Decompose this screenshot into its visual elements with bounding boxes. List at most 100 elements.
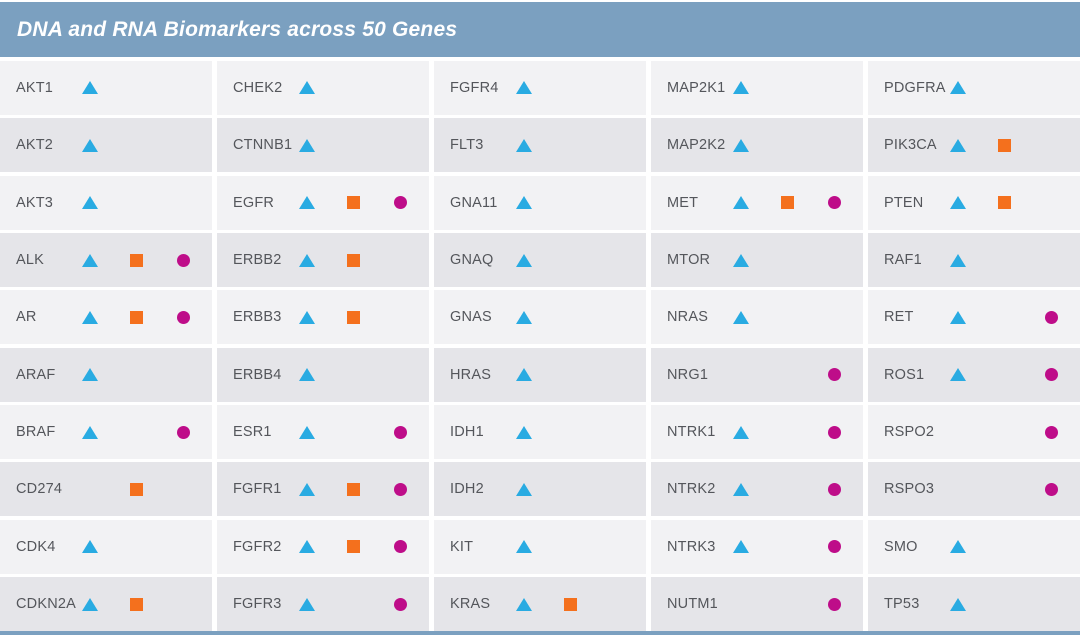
gene-label: IDH2 (450, 481, 484, 498)
gene-label: PDGFRA (884, 79, 946, 96)
triangle-icon (298, 540, 315, 554)
triangle-marker-slot (283, 368, 330, 382)
triangle-icon (949, 597, 966, 611)
circle-icon (394, 597, 407, 611)
gene-label: NTRK2 (667, 481, 716, 498)
circle-marker-slot (160, 253, 207, 267)
gene-cell-TP53: TP53 (868, 577, 1080, 632)
gene-cell-PDGFRA: PDGFRA (868, 61, 1080, 115)
circle-marker-slot (1028, 425, 1075, 439)
triangle-marker-slot (500, 310, 547, 324)
triangle-marker-slot (717, 196, 764, 210)
square-icon (564, 597, 577, 611)
gene-label: ROS1 (884, 366, 925, 383)
circle-icon (394, 482, 407, 496)
gene-column-4: MAP2K1 MAP2K2 MET MTOR NRAS NRG1 NTRK1 NTRK2 NTR… (651, 61, 863, 632)
triangle-marker-slot (283, 81, 330, 95)
gene-cell-AKT2: AKT2 (0, 118, 212, 173)
gene-cell-NRAS: NRAS (651, 290, 863, 345)
gene-cell-SMO: SMO (868, 519, 1080, 574)
gene-label: MAP2K1 (667, 79, 726, 96)
square-marker-slot (981, 196, 1028, 210)
gene-cell-MAP2K2: MAP2K2 (651, 118, 863, 173)
circle-marker-slot (160, 425, 207, 439)
gene-label: KRAS (450, 596, 491, 613)
gene-label: BRAF (16, 424, 56, 441)
gene-label: NUTM1 (667, 596, 718, 613)
gene-label: FGFR1 (233, 481, 282, 498)
triangle-icon (732, 81, 749, 95)
triangle-marker-slot (934, 597, 981, 611)
gene-label: FGFR4 (450, 79, 499, 96)
square-marker-slot (330, 310, 377, 324)
triangle-marker-slot (717, 81, 764, 95)
gene-label: RAF1 (884, 252, 922, 268)
square-icon (998, 196, 1011, 210)
square-icon (130, 597, 143, 611)
circle-marker-slot (1028, 310, 1075, 324)
square-icon (130, 253, 143, 267)
triangle-icon (298, 81, 315, 95)
gene-column-1: AKT1 AKT2 AKT3 ALK AR ARAF BRAF CD274 CDK4 CDKN2A (0, 61, 212, 632)
triangle-icon (732, 310, 749, 324)
gene-cell-FLT3: FLT3 (434, 118, 646, 173)
triangle-marker-slot (66, 138, 113, 152)
page-title: DNA and RNA Biomarkers across 50 Genes (17, 17, 458, 41)
circle-marker-slot (811, 196, 858, 210)
square-marker-slot (113, 482, 160, 496)
triangle-marker-slot (500, 425, 547, 439)
triangle-icon (732, 482, 749, 496)
gene-cell-ALK: ALK (0, 233, 212, 287)
gene-label: GNAS (450, 309, 492, 326)
gene-label: CHEK2 (233, 79, 283, 96)
gene-cell-MTOR: MTOR (651, 233, 863, 287)
square-marker-slot (330, 196, 377, 210)
gene-label: ARAF (16, 366, 56, 383)
gene-label: AR (16, 309, 37, 326)
triangle-icon (949, 540, 966, 554)
gene-label: ESR1 (233, 424, 272, 441)
triangle-marker-slot (66, 253, 113, 267)
circle-icon (828, 425, 841, 439)
gene-grid: AKT1 AKT2 AKT3 ALK AR ARAF BRAF CD274 CDK4 CDKN2A… (0, 57, 1080, 632)
triangle-icon (298, 368, 315, 382)
square-icon (998, 138, 1011, 152)
gene-cell-CDKN2A: CDKN2A (0, 577, 212, 632)
triangle-icon (515, 81, 532, 95)
gene-label: FGFR3 (233, 596, 282, 613)
gene-cell-BRAF: BRAF (0, 405, 212, 460)
gene-cell-NTRK2: NTRK2 (651, 462, 863, 517)
gene-cell-RSPO3: RSPO3 (868, 462, 1080, 517)
circle-icon (394, 196, 407, 210)
circle-icon (1045, 425, 1058, 439)
triangle-icon (515, 482, 532, 496)
circle-icon (1045, 310, 1058, 324)
triangle-icon (81, 597, 98, 611)
triangle-icon (515, 138, 532, 152)
triangle-marker-slot (500, 138, 547, 152)
triangle-marker-slot (283, 482, 330, 496)
gene-cell-ERBB3: ERBB3 (217, 290, 429, 345)
circle-icon (177, 253, 190, 267)
gene-column-2: CHEK2 CTNNB1 EGFR ERBB2 ERBB3 ERBB4 ESR1 FGFR1 F… (217, 61, 429, 632)
gene-cell-FGFR3: FGFR3 (217, 577, 429, 632)
triangle-marker-slot (934, 138, 981, 152)
triangle-marker-slot (283, 138, 330, 152)
gene-label: CDKN2A (16, 596, 77, 613)
triangle-icon (515, 253, 532, 267)
triangle-marker-slot (66, 540, 113, 554)
triangle-marker-slot (283, 253, 330, 267)
circle-icon (1045, 482, 1058, 496)
gene-label: NRG1 (667, 366, 709, 383)
gene-label: EGFR (233, 194, 275, 211)
triangle-marker-slot (500, 81, 547, 95)
gene-cell-CTNNB1: CTNNB1 (217, 118, 429, 173)
gene-cell-PIK3CA: PIK3CA (868, 118, 1080, 173)
gene-label: AKT3 (16, 194, 54, 211)
gene-cell-AKT3: AKT3 (0, 175, 212, 230)
gene-cell-AR: AR (0, 290, 212, 345)
triangle-icon (732, 425, 749, 439)
triangle-icon (81, 196, 98, 210)
gene-column-5: PDGFRA PIK3CA PTEN RAF1 RET ROS1 RSPO2 RSPO3 SMO… (868, 61, 1080, 632)
triangle-icon (949, 196, 966, 210)
